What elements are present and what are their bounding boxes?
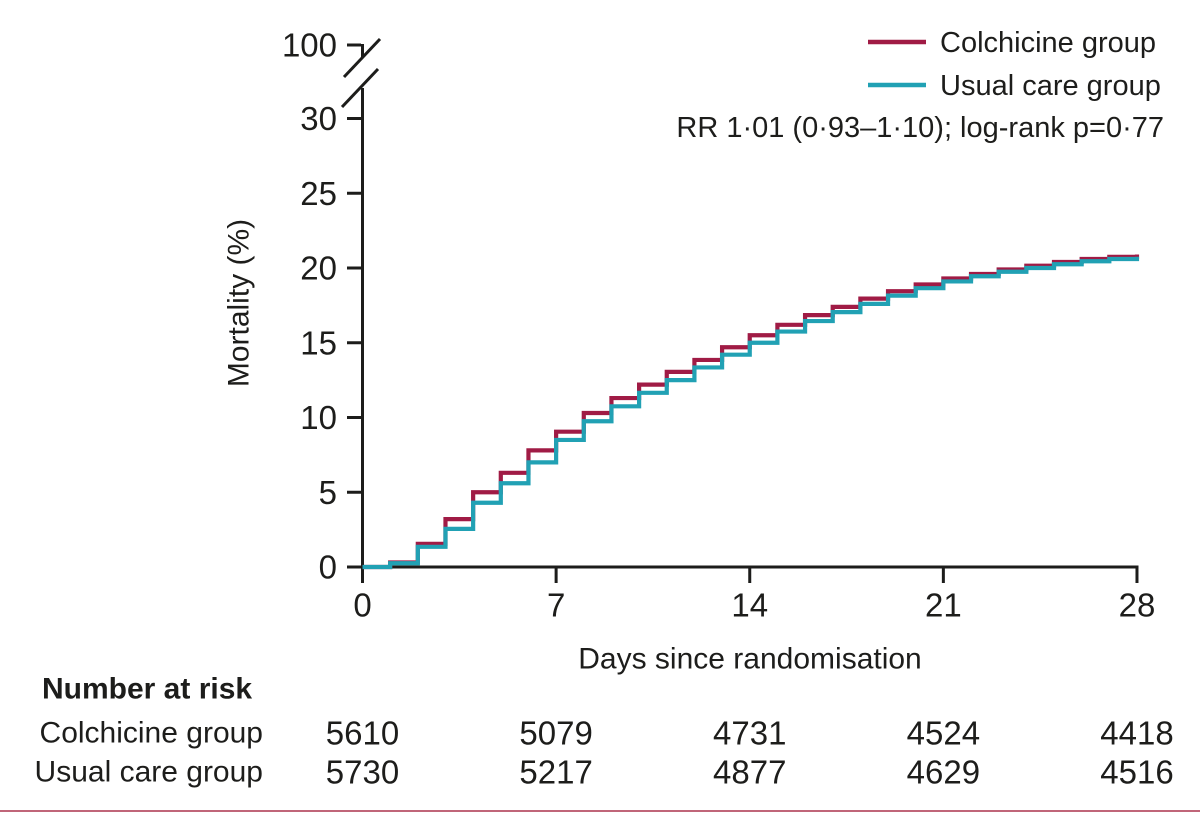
risk-row-label-usual-care: Usual care group — [35, 756, 263, 789]
y-tick-label: 15 — [300, 324, 337, 361]
risk-count: 5079 — [519, 715, 592, 752]
x-tick-label: 21 — [925, 587, 962, 624]
risk-count: 5217 — [519, 754, 592, 791]
legend-colchicine-label: Colchicine group — [940, 27, 1156, 59]
y-axis-break-slash-upper — [342, 37, 382, 79]
y-tick-label: 10 — [300, 399, 337, 436]
y-axis-break-slash-lower — [340, 67, 380, 109]
risk-count: 4516 — [1100, 754, 1173, 791]
y-tick-label: 25 — [300, 175, 337, 212]
y-tick-label: 0 — [319, 549, 337, 586]
risk-count: 4629 — [907, 754, 980, 791]
risk-count: 4418 — [1100, 715, 1173, 752]
y-tick-label: 20 — [300, 250, 337, 287]
risk-count: 4524 — [907, 715, 980, 752]
x-axis-title: Days since randomisation — [578, 643, 922, 676]
risk-count: 4877 — [713, 754, 786, 791]
risk-table: Number at risk Colchicine group Usual ca… — [35, 673, 1174, 791]
risk-row-label-colchicine: Colchicine group — [40, 717, 263, 750]
x-tick-group: 0 7 14 21 28 — [353, 568, 1155, 624]
y-axis-title: Mortality (%) — [223, 219, 256, 387]
risk-count-group: 5610 5079 4731 4524 4418 5730 5217 4877 4629 4516 — [326, 715, 1174, 791]
legend-usual-care-label: Usual care group — [940, 70, 1161, 102]
survival-curves — [362, 254, 1140, 570]
legend: Colchicine group Usual care group — [868, 27, 1161, 102]
usual-care-curve — [362, 256, 1140, 570]
y-axis — [340, 37, 382, 569]
risk-table-header: Number at risk — [42, 673, 252, 706]
x-tick-label: 7 — [547, 587, 565, 624]
y-axis-break-label: 100 — [282, 27, 337, 64]
colchicine-curve — [362, 254, 1140, 570]
risk-count: 5610 — [326, 715, 399, 752]
x-tick-label: 0 — [353, 587, 371, 624]
x-tick-label: 14 — [731, 587, 768, 624]
rr-logrank-annotation: RR 1·01 (0·93–1·10); log-rank p=0·77 — [676, 112, 1164, 144]
y-tick-label: 30 — [300, 100, 337, 137]
y-tick-group: 0 5 10 15 20 25 30 — [300, 100, 361, 586]
risk-count: 4731 — [713, 715, 786, 752]
x-tick-label: 28 — [1119, 587, 1156, 624]
risk-count: 5730 — [326, 754, 399, 791]
y-tick-label: 5 — [319, 474, 337, 511]
